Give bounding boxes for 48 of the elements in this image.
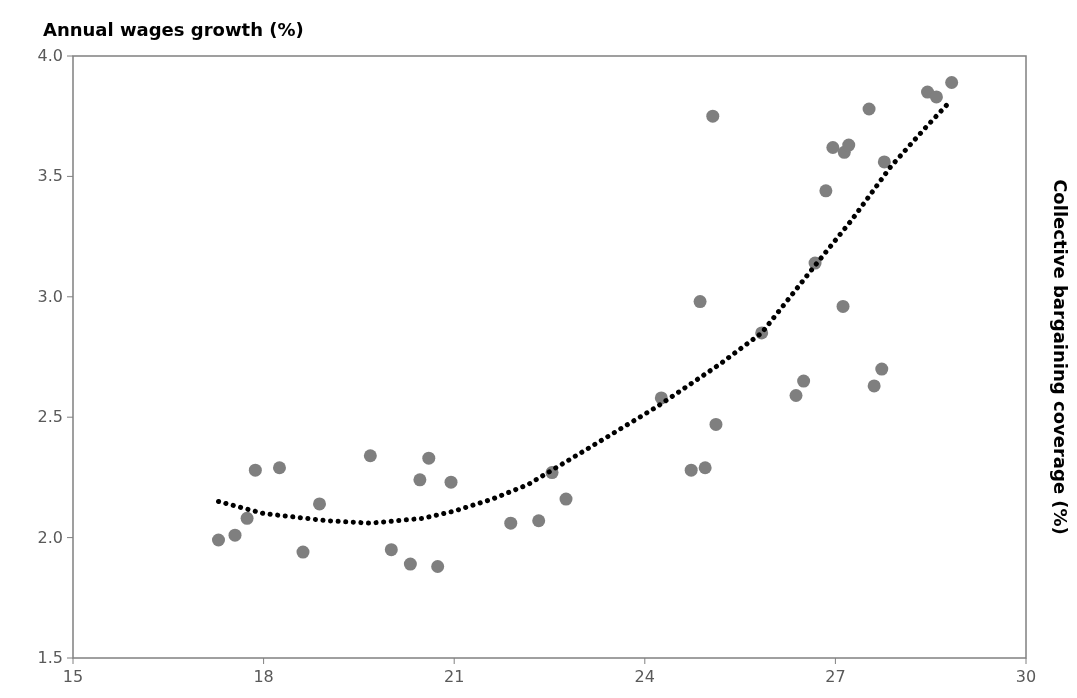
point bbox=[313, 497, 327, 511]
point bbox=[228, 528, 242, 542]
point bbox=[431, 560, 445, 573]
y-axis-title: Annual wages growth (%) bbox=[43, 19, 304, 40]
point bbox=[797, 374, 811, 388]
point bbox=[693, 295, 707, 309]
y-tick-label: 2.5 bbox=[37, 407, 63, 427]
point bbox=[819, 184, 833, 198]
point bbox=[945, 75, 959, 89]
point bbox=[272, 461, 286, 475]
point bbox=[836, 299, 850, 313]
point bbox=[929, 90, 943, 104]
x-tick-label: 27 bbox=[825, 667, 846, 686]
x-tick-label: 21 bbox=[444, 667, 465, 686]
y-tick-label: 2.0 bbox=[37, 527, 63, 547]
point bbox=[413, 473, 427, 487]
point bbox=[444, 475, 458, 489]
point bbox=[384, 543, 398, 557]
y-tick-label: 1.5 bbox=[37, 648, 63, 667]
point bbox=[211, 533, 225, 547]
point bbox=[877, 155, 891, 169]
y-tick-label: 4.0 bbox=[37, 46, 63, 65]
point bbox=[684, 463, 698, 477]
point bbox=[559, 492, 573, 506]
point bbox=[789, 389, 803, 403]
point bbox=[248, 463, 262, 477]
point bbox=[875, 362, 889, 376]
x-tick-label: 30 bbox=[1015, 667, 1037, 686]
point bbox=[296, 545, 310, 559]
y-tick-label: 3.0 bbox=[37, 286, 63, 306]
y2-axis-title: Collective bargaining coverage (%) bbox=[1050, 179, 1071, 535]
point bbox=[706, 109, 720, 123]
point bbox=[862, 102, 876, 116]
point bbox=[240, 511, 254, 525]
point bbox=[698, 461, 712, 475]
point bbox=[422, 451, 436, 465]
x-tick-label: 15 bbox=[62, 667, 84, 686]
point bbox=[842, 138, 856, 152]
point bbox=[504, 516, 518, 530]
x-tick-label: 24 bbox=[634, 667, 655, 686]
x-tick-label: 18 bbox=[253, 667, 274, 686]
point bbox=[826, 141, 840, 154]
point bbox=[867, 379, 881, 393]
point bbox=[403, 557, 417, 571]
y-tick-label: 3.5 bbox=[37, 166, 63, 186]
point bbox=[709, 417, 723, 431]
point bbox=[363, 449, 377, 463]
point bbox=[532, 514, 546, 528]
